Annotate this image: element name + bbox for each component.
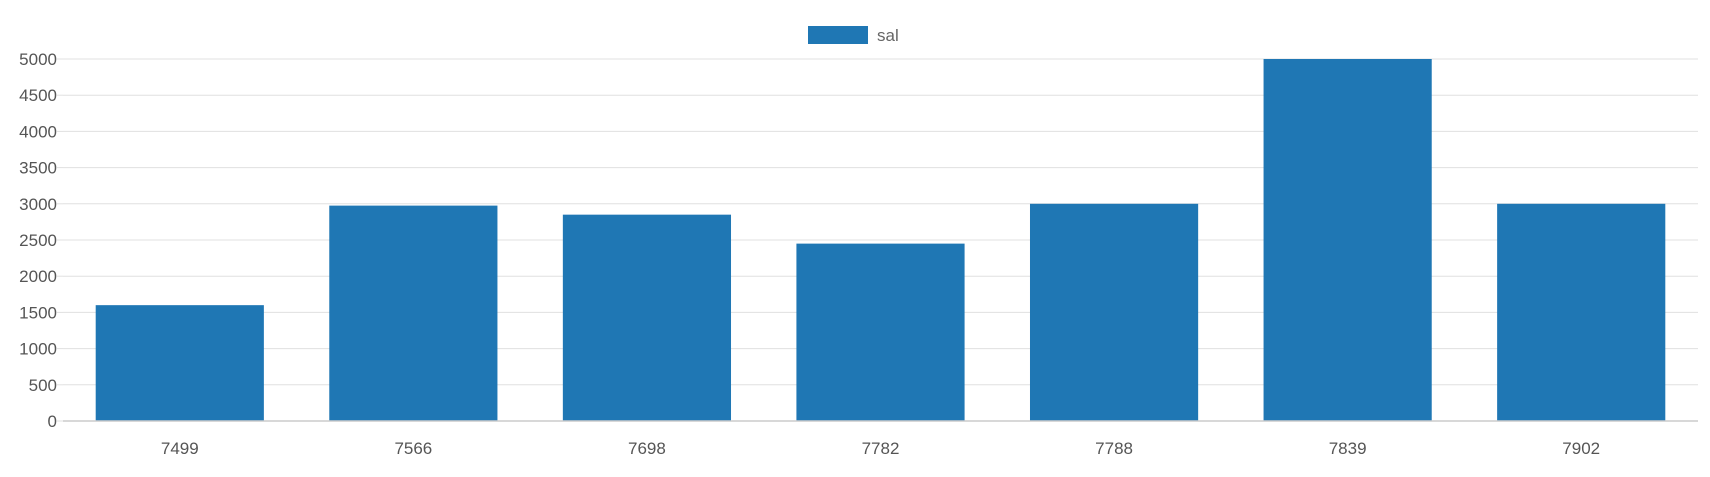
x-tick-label-7839: 7839	[1329, 439, 1367, 458]
y-tick-label-5000: 5000	[19, 50, 57, 69]
bar-7782[interactable]	[796, 243, 965, 421]
y-tick-label-1500: 1500	[19, 303, 57, 322]
bar-7698[interactable]	[562, 214, 732, 421]
bar-7788[interactable]	[1029, 203, 1199, 421]
bars	[95, 59, 1666, 421]
y-tick-label-0: 0	[48, 412, 57, 431]
x-tick-label-7566: 7566	[394, 439, 432, 458]
x-tick-label-7499: 7499	[161, 439, 199, 458]
y-tick-label-4000: 4000	[19, 122, 57, 141]
y-tick-label-500: 500	[29, 376, 57, 395]
y-axis-ticks: 0 500 1000 1500 2000 2500 3000 3500 4000 4500 5000	[19, 50, 57, 431]
x-tick-label-7782: 7782	[862, 439, 900, 458]
x-axis-ticks: 7499 7566 7698 7782 7788 7839 7902	[161, 439, 1600, 458]
x-tick-label-7698: 7698	[628, 439, 666, 458]
y-tick-label-3000: 3000	[19, 195, 57, 214]
y-tick-label-1000: 1000	[19, 340, 57, 359]
x-tick-label-7788: 7788	[1095, 439, 1133, 458]
y-tick-label-3500: 3500	[19, 159, 57, 178]
bar-7839[interactable]	[1263, 59, 1432, 421]
legend[interactable]: sal	[808, 26, 899, 45]
bar-7566[interactable]	[329, 205, 498, 421]
y-tick-label-2500: 2500	[19, 231, 57, 250]
x-tick-label-7902: 7902	[1562, 439, 1600, 458]
bar-7902[interactable]	[1497, 203, 1666, 421]
y-tick-label-2000: 2000	[19, 267, 57, 286]
y-tick-label-4500: 4500	[19, 86, 57, 105]
legend-swatch-sal[interactable]	[808, 26, 868, 44]
bar-7499[interactable]	[95, 305, 264, 421]
legend-label-sal[interactable]: sal	[877, 26, 899, 45]
